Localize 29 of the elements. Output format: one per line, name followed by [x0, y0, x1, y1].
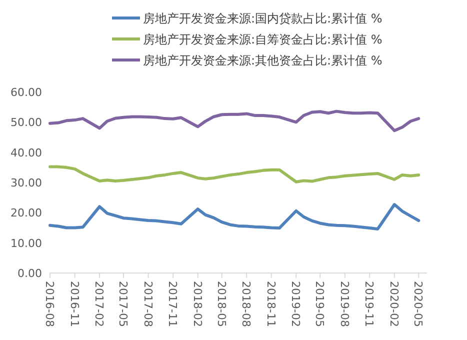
- x-tick-label: 2019-05: [313, 281, 326, 327]
- x-tick-label: 2018-02: [190, 281, 204, 327]
- y-tick-label: 30.00: [10, 176, 42, 190]
- legend-label: 房地产开发资金来源:其他资金占比:累计值 %: [143, 54, 382, 68]
- x-tick-label: 2020-05: [412, 281, 425, 327]
- x-tick-label: 2016-08: [43, 281, 56, 327]
- legend-label: 房地产开发资金来源:自筹资金占比:累计值 %: [143, 32, 382, 46]
- line-series: [48, 110, 420, 132]
- y-tick-label: 0.00: [18, 267, 42, 280]
- x-tick-label: 2018-05: [214, 281, 228, 327]
- line-series: [48, 203, 420, 230]
- x-tick-label: 2017-08: [141, 281, 154, 327]
- x-tick-label: 2016-11: [68, 281, 81, 327]
- x-tick-label: 2019-08: [338, 281, 351, 327]
- x-tick-label: 2019-11: [362, 281, 376, 327]
- legend-label: 房地产开发资金来源:国内贷款占比:累计值 %: [143, 12, 382, 26]
- y-tick-label: 40.00: [10, 146, 42, 160]
- x-tick-label: 2017-02: [92, 281, 106, 327]
- y-tick-label: 50.00: [10, 116, 42, 130]
- x-tick-label: 2017-05: [116, 281, 130, 327]
- line-series: [48, 165, 420, 184]
- x-tick-label: 2018-11: [264, 281, 278, 327]
- y-tick-label: 10.00: [10, 236, 42, 250]
- y-tick-label: 20.00: [10, 206, 42, 220]
- x-tick-label: 2020-02: [387, 281, 400, 327]
- x-tick-label: 2019-02: [289, 281, 302, 327]
- x-tick-label: 2018-08: [240, 281, 253, 327]
- x-tick-label: 2017-11: [166, 281, 180, 327]
- y-tick-label: 60.00: [10, 86, 42, 99]
